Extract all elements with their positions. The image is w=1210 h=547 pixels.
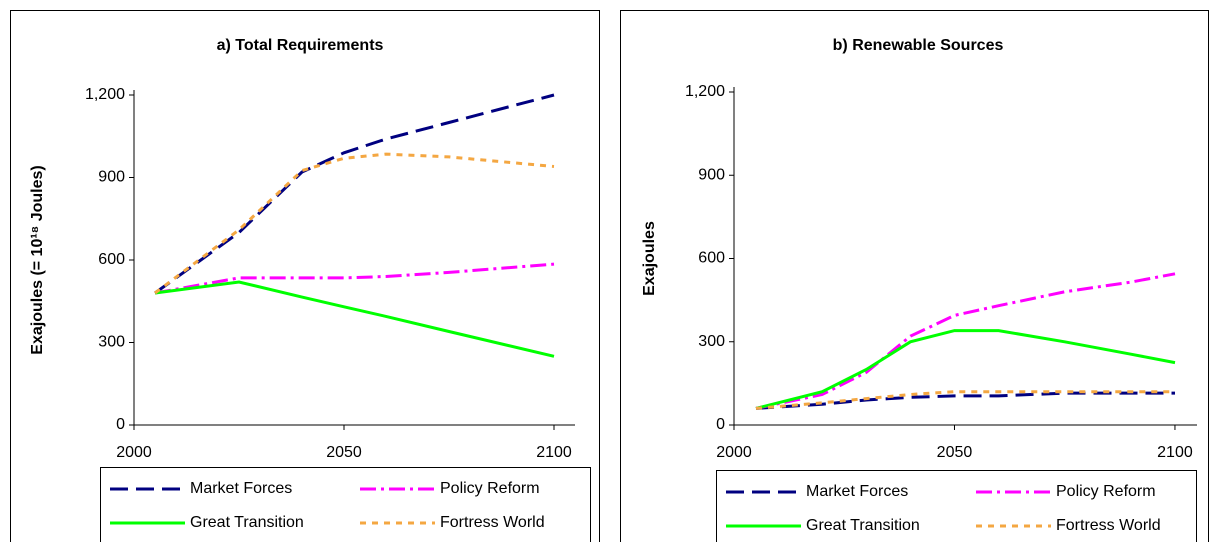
- line-series: [154, 152, 555, 295]
- y-tick-label: 1,200: [685, 83, 725, 100]
- y-tick-label: 0: [116, 416, 125, 433]
- legend-label: Fortress World: [1056, 517, 1161, 534]
- line-series: [154, 280, 555, 358]
- line-series: [154, 93, 555, 295]
- y-tick-label: 900: [698, 166, 725, 183]
- x-tick-label: 2000: [716, 444, 752, 461]
- legend-box: [716, 470, 1197, 547]
- x-tick-label: 2050: [937, 444, 973, 461]
- x-tick-label: 2100: [1157, 444, 1193, 461]
- legend-label: Policy Reform: [440, 480, 540, 497]
- legend-label: Great Transition: [190, 514, 304, 531]
- y-tick-label: 300: [98, 334, 125, 351]
- legend-label: Great Transition: [806, 517, 920, 534]
- legend-label: Fortress World: [440, 514, 545, 531]
- y-tick-label: 0: [716, 416, 725, 433]
- legend-label: Policy Reform: [1056, 483, 1156, 500]
- line-series: [755, 329, 1176, 410]
- y-axis-label: Exajoules (= 10¹⁸ Joules): [29, 165, 46, 354]
- x-tick-label: 2050: [326, 444, 362, 461]
- panel-frame: [620, 10, 1209, 547]
- legend-box: [100, 467, 591, 547]
- x-tick-label: 2000: [116, 444, 152, 461]
- chart-title: b) Renewable Sources: [833, 37, 1004, 54]
- y-axis-label: Exajoules: [641, 221, 658, 296]
- y-tick-label: 300: [698, 333, 725, 350]
- legend-label: Market Forces: [806, 483, 908, 500]
- y-tick-label: 900: [98, 169, 125, 186]
- y-tick-label: 600: [98, 251, 125, 268]
- legend-label: Market Forces: [190, 480, 292, 497]
- chart-title: a) Total Requirements: [217, 37, 384, 54]
- y-tick-label: 600: [698, 250, 725, 267]
- y-tick-label: 1,200: [85, 86, 125, 103]
- line-series: [154, 262, 555, 295]
- line-series: [755, 390, 1175, 410]
- x-tick-label: 2100: [536, 444, 572, 461]
- line-series: [755, 272, 1176, 410]
